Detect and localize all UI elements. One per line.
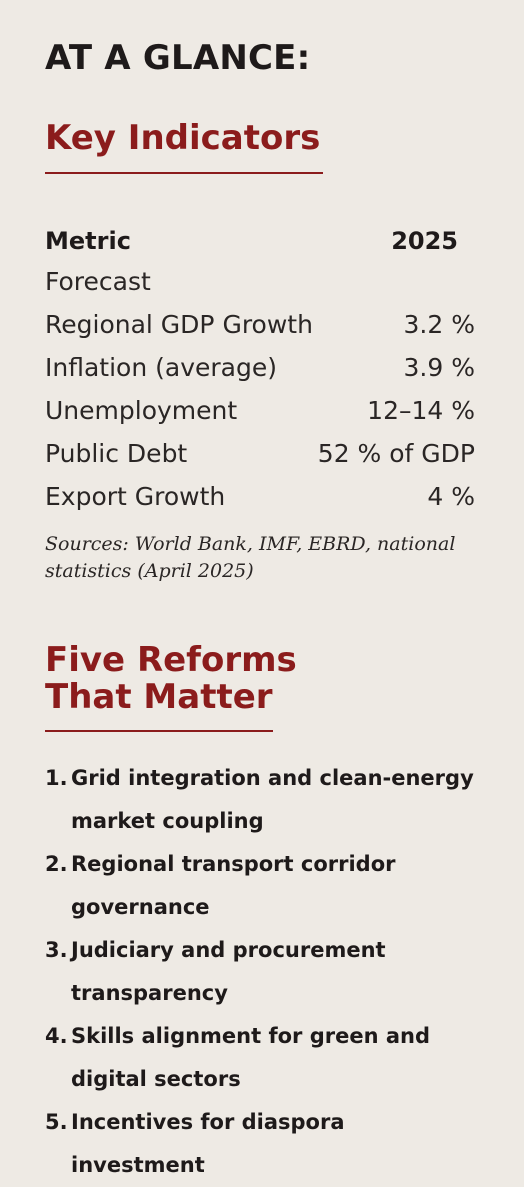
table-row: Public Debt 52 % of GDP bbox=[45, 432, 475, 475]
list-item: 4. Skills alignment for green and digita… bbox=[45, 1015, 485, 1101]
metric-label: Export Growth bbox=[45, 482, 226, 511]
list-item: 2. Regional transport corridor governanc… bbox=[45, 843, 485, 929]
kicker-heading: AT A GLANCE: bbox=[45, 38, 311, 78]
metric-value: 3.9 % bbox=[403, 353, 475, 382]
table-row: Unemployment 12–14 % bbox=[45, 389, 475, 432]
metric-label: Unemployment bbox=[45, 396, 238, 425]
metric-column-header: Metric bbox=[45, 227, 131, 255]
year-column-header: 2025 bbox=[391, 227, 458, 255]
at-a-glance-sidebar: AT A GLANCE: Key Indicators Metric 2025 … bbox=[45, 38, 475, 1177]
list-item: 5. Incentives for diaspora investment bbox=[45, 1101, 485, 1187]
table-row: Export Growth 4 % bbox=[45, 475, 475, 518]
table-row: Regional GDP Growth 3.2 % bbox=[45, 303, 475, 346]
list-item: 1. Grid integration and clean-energy mar… bbox=[45, 757, 485, 843]
list-item-text: Judiciary and procurement transparency bbox=[71, 938, 386, 1005]
table-row: Forecast bbox=[45, 260, 475, 303]
list-item-number: 5. bbox=[45, 1110, 68, 1134]
metric-label: Inflation (average) bbox=[45, 353, 277, 382]
metric-value: 4 % bbox=[427, 482, 475, 511]
list-item-number: 3. bbox=[45, 938, 68, 962]
key-indicators-title: Key Indicators bbox=[45, 118, 321, 158]
table-row: Inflation (average) 3.9 % bbox=[45, 346, 475, 389]
five-reforms-title: Five Reforms That Matter bbox=[45, 642, 297, 716]
list-item-text: Grid integration and clean-energy market… bbox=[71, 766, 474, 833]
five-reforms-underline bbox=[45, 730, 273, 732]
metric-label: Public Debt bbox=[45, 439, 188, 468]
key-indicators-underline bbox=[45, 172, 323, 174]
metric-label: Forecast bbox=[45, 267, 151, 296]
metric-value: 3.2 % bbox=[403, 310, 475, 339]
five-reforms-title-line-2: That Matter bbox=[45, 677, 273, 717]
indicators-table-header: Metric 2025 bbox=[45, 222, 475, 260]
metric-value: 12–14 % bbox=[367, 396, 475, 425]
sources-note: Sources: World Bank, IMF, EBRD, national… bbox=[45, 533, 456, 582]
indicators-table: Metric 2025 Forecast Regional GDP Growth… bbox=[45, 222, 475, 518]
list-item: 3. Judiciary and procurement transparenc… bbox=[45, 929, 485, 1015]
list-item-text: Regional transport corridor governance bbox=[71, 852, 396, 919]
list-item-text: Incentives for diaspora investment bbox=[71, 1110, 345, 1177]
metric-label: Regional GDP Growth bbox=[45, 310, 313, 339]
list-item-text: Skills alignment for green and digital s… bbox=[71, 1024, 430, 1091]
five-reforms-title-line-1: Five Reforms bbox=[45, 640, 297, 680]
metric-value: 52 % of GDP bbox=[317, 439, 475, 468]
list-item-number: 2. bbox=[45, 852, 68, 876]
reforms-list: 1. Grid integration and clean-energy mar… bbox=[45, 757, 485, 1187]
list-item-number: 1. bbox=[45, 766, 68, 790]
list-item-number: 4. bbox=[45, 1024, 68, 1048]
